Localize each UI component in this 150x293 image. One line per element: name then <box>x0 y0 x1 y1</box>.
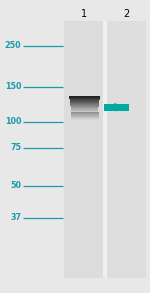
Bar <box>64 21 103 278</box>
Bar <box>69 97 100 98</box>
Text: 1: 1 <box>81 9 87 19</box>
Text: 50: 50 <box>10 181 21 190</box>
Bar <box>70 103 99 104</box>
Bar <box>71 109 98 110</box>
Bar <box>70 106 99 107</box>
Bar <box>71 116 99 117</box>
Text: 75: 75 <box>10 144 21 152</box>
Bar <box>104 104 129 111</box>
Bar <box>71 117 99 118</box>
Bar <box>70 100 99 101</box>
Bar <box>71 110 98 111</box>
Bar <box>71 107 99 108</box>
Bar <box>69 96 100 97</box>
Bar <box>71 119 99 120</box>
Bar <box>70 101 99 102</box>
Bar <box>71 114 99 115</box>
Text: 250: 250 <box>5 41 21 50</box>
Text: 37: 37 <box>10 213 21 222</box>
Bar <box>69 98 100 99</box>
Bar <box>70 104 99 105</box>
Bar <box>71 113 99 114</box>
Bar <box>71 108 98 109</box>
Text: 150: 150 <box>5 82 21 91</box>
Bar <box>70 102 99 103</box>
Bar <box>71 118 99 119</box>
Bar <box>71 111 98 112</box>
Bar <box>71 115 99 116</box>
Text: 2: 2 <box>123 9 130 19</box>
Bar <box>107 21 146 278</box>
Bar <box>64 21 146 278</box>
Bar <box>70 99 100 100</box>
Bar <box>70 105 99 106</box>
Bar <box>103 21 107 278</box>
Text: 100: 100 <box>5 117 21 126</box>
Bar <box>71 112 99 113</box>
